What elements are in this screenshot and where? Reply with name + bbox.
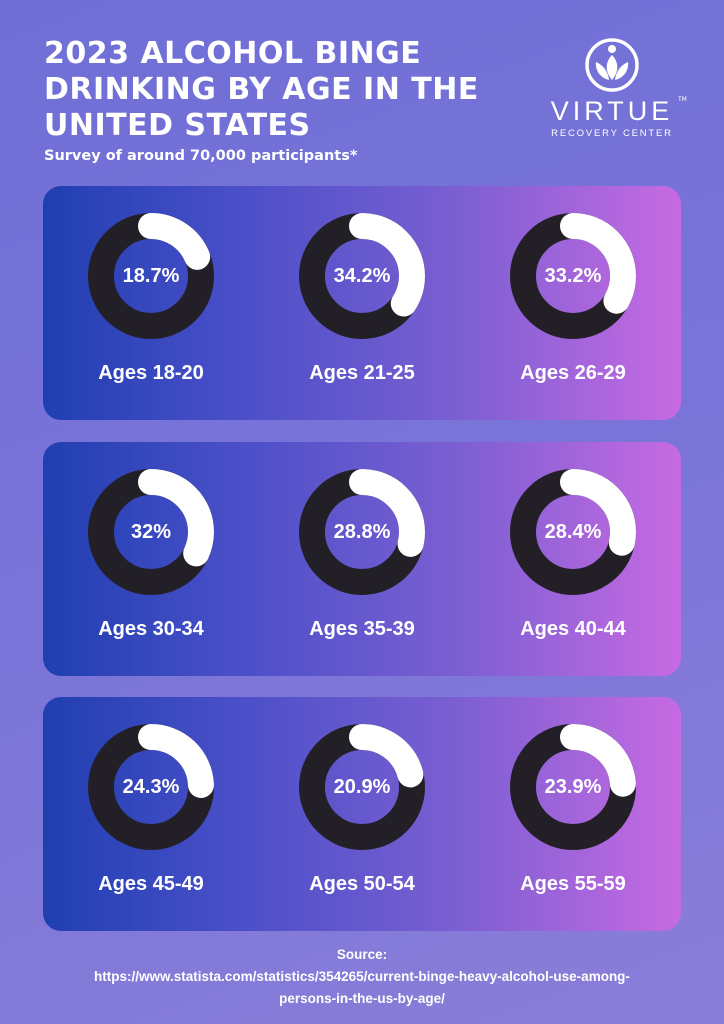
value-label: 18.7%	[122, 264, 180, 287]
value-label: 34.2%	[333, 264, 391, 287]
value-label: 23.9%	[544, 775, 602, 798]
logo-trademark: TM	[678, 96, 687, 103]
value-label: 28.8%	[333, 520, 391, 543]
donut-chart: 34.2%	[299, 213, 425, 339]
donut-chart: 28.8%	[299, 469, 425, 595]
age-label: Ages 50-54	[309, 873, 415, 895]
logo-wordmark: VIRTUE	[550, 96, 674, 126]
age-label: Ages 30-34	[98, 618, 204, 640]
source-label: Source:	[336, 947, 388, 962]
value-label: 24.3%	[122, 775, 180, 798]
donut-value-arc	[510, 724, 636, 850]
donut-value-arc	[299, 213, 425, 339]
donut-chart: 33.2%	[510, 213, 636, 339]
page-subtitle: Survey of around 70,000 participants*	[44, 148, 358, 164]
value-label: 33.2%	[544, 264, 602, 287]
source-link[interactable]: https://www.statista.com/statistics/3542…	[94, 969, 630, 984]
donut-chart: 24.3%	[88, 724, 214, 850]
age-label: Ages 18-20	[98, 362, 204, 384]
age-label: Ages 45-49	[98, 873, 204, 895]
lotus-logo-icon	[585, 38, 639, 92]
value-label: 20.9%	[333, 775, 391, 798]
donut-chart: 32%	[88, 469, 214, 595]
value-label: 28.4%	[544, 520, 602, 543]
donut-value-arc	[510, 469, 636, 595]
page-title: 2023 ALCOHOL BINGE DRINKING BY AGE IN TH…	[44, 36, 479, 143]
source-note: Source: https://www.statista.com/statist…	[20, 944, 704, 1010]
age-label: Ages 26-29	[520, 362, 626, 384]
virtue-logo: VIRTUE TM RECOVERY CENTER	[532, 38, 692, 148]
age-label: Ages 21-25	[309, 362, 415, 384]
age-label: Ages 55-59	[520, 873, 626, 895]
source-link-continued[interactable]: persons-in-the-us-by-age/	[279, 991, 445, 1006]
donut-value-arc	[88, 469, 214, 595]
donut-value-arc	[88, 213, 214, 339]
age-panel-3: 24.3% Ages 45-49 20.9% Ages 50-54 23.9% …	[43, 697, 681, 931]
value-label: 32%	[130, 520, 172, 543]
donut-chart: 28.4%	[510, 469, 636, 595]
donut-value-arc	[299, 469, 425, 595]
donut-chart: 20.9%	[299, 724, 425, 850]
logo-tagline: RECOVERY CENTER	[551, 128, 673, 139]
donut-value-arc	[299, 724, 425, 850]
donut-value-arc	[88, 724, 214, 850]
age-panel-1: 18.7% Ages 18-20 34.2% Ages 21-25 33.2% …	[43, 186, 681, 420]
age-label: Ages 35-39	[309, 618, 415, 640]
donut-chart: 23.9%	[510, 724, 636, 850]
age-panel-2: 32% Ages 30-34 28.8% Ages 35-39 28.4% Ag…	[43, 442, 681, 676]
donut-value-arc	[510, 213, 636, 339]
donut-chart: 18.7%	[88, 213, 214, 339]
age-label: Ages 40-44	[520, 618, 626, 640]
